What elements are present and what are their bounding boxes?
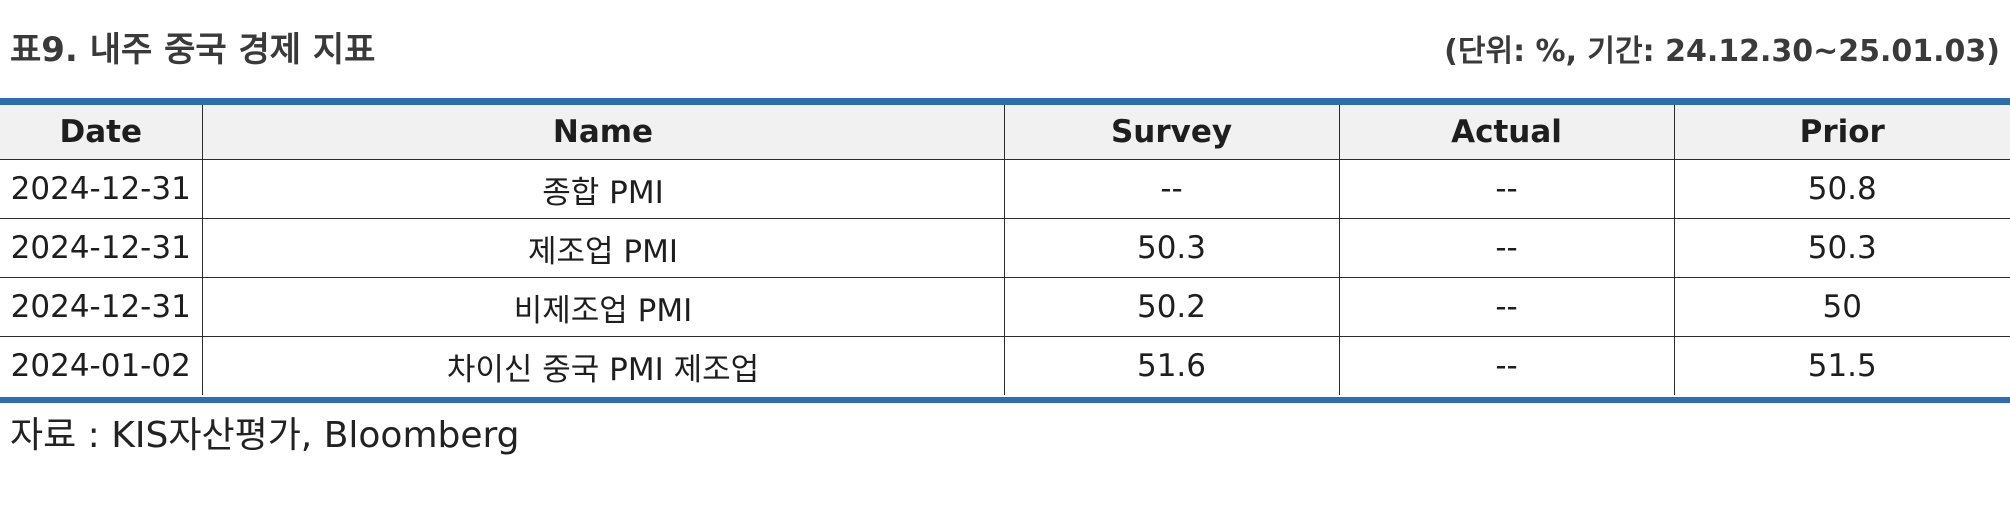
unit-period-note: (단위: %, 기간: 24.12.30~25.01.03)	[1444, 34, 2000, 69]
source-note: 자료 : KIS자산평가, Bloomberg	[10, 415, 520, 456]
cell-date: 2024-12-31	[0, 159, 203, 219]
cell-date: 2024-12-31	[0, 277, 203, 337]
cell-actual: --	[1338, 336, 1675, 395]
cell-name: 차이신 중국 PMI 제조업	[201, 336, 1005, 395]
column-header-actual: Actual	[1338, 105, 1675, 160]
cell-actual: --	[1338, 218, 1675, 278]
cell-survey: 50.2	[1003, 277, 1340, 337]
cell-survey: --	[1003, 159, 1340, 219]
cell-prior: 50	[1673, 277, 2010, 337]
table-bottom-rule	[0, 395, 2010, 403]
cell-actual: --	[1338, 277, 1675, 337]
table-top-rule	[0, 98, 2010, 105]
cell-prior: 51.5	[1673, 336, 2010, 395]
cell-name: 종합 PMI	[201, 159, 1005, 219]
cell-survey: 50.3	[1003, 218, 1340, 278]
cell-survey: 51.6	[1003, 336, 1340, 395]
table-header-row: Date Name Survey Actual Prior	[0, 105, 2010, 160]
table-row: 2024-12-31 제조업 PMI 50.3 -- 50.3	[0, 218, 2010, 278]
indicator-table-container: Date Name Survey Actual Prior 2024-12-31…	[0, 98, 2010, 403]
cell-prior: 50.8	[1673, 159, 2010, 219]
table-title: 표9. 내주 중국 경제 지표	[10, 30, 376, 70]
title-row: 표9. 내주 중국 경제 지표 (단위: %, 기간: 24.12.30~25.…	[10, 22, 2000, 70]
table-row: 2024-12-31 비제조업 PMI 50.2 -- 50	[0, 277, 2010, 337]
table-row: 2024-01-02 차이신 중국 PMI 제조업 51.6 -- 51.5	[0, 336, 2010, 395]
table-row: 2024-12-31 종합 PMI -- -- 50.8	[0, 159, 2010, 219]
column-header-name: Name	[201, 105, 1005, 160]
cell-prior: 50.3	[1673, 218, 2010, 278]
cell-actual: --	[1338, 159, 1675, 219]
cell-date: 2024-01-02	[0, 336, 203, 395]
column-header-prior: Prior	[1673, 105, 2010, 160]
cell-date: 2024-12-31	[0, 218, 203, 278]
column-header-date: Date	[0, 105, 203, 160]
cell-name: 비제조업 PMI	[201, 277, 1005, 337]
cell-name: 제조업 PMI	[201, 218, 1005, 278]
china-economic-indicator-table: Date Name Survey Actual Prior 2024-12-31…	[0, 105, 2010, 395]
column-header-survey: Survey	[1003, 105, 1340, 160]
